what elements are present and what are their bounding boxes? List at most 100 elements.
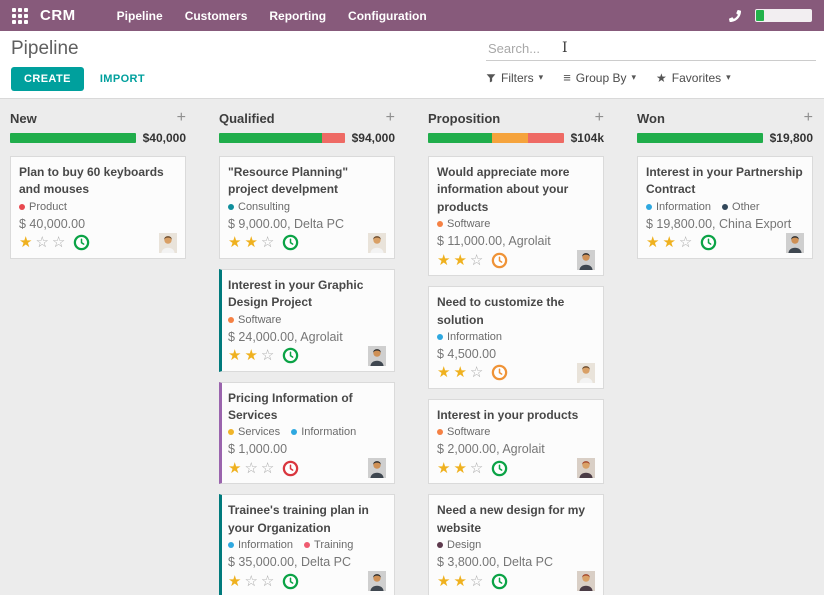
card-amount: $ 40,000.00 [19,216,86,231]
priority-star-icon[interactable]: ★ [453,251,467,269]
tag-label: Software [447,218,491,231]
group-by-menu[interactable]: ≡ Group By ▾ [563,70,637,85]
add-record-button[interactable]: + [594,109,604,126]
progress-segment[interactable] [491,133,529,143]
kanban-card[interactable]: Need to customize the solution Informatio… [428,286,604,389]
avatar[interactable] [368,345,386,366]
search-input[interactable] [486,36,816,61]
priority-star-icon[interactable]: ★ [228,234,242,252]
priority-star-icon[interactable]: ☆ [35,234,49,252]
kanban-card[interactable]: "Resource Planning" project develpment Co… [219,156,395,259]
card-title: "Resource Planning" project develpment [228,165,349,197]
nav-item-reporting[interactable]: Reporting [269,8,327,23]
add-record-button[interactable]: + [176,109,186,126]
priority-star-icon[interactable]: ☆ [260,234,275,252]
kanban-card[interactable]: Interest in your Partnership Contract Inf… [637,156,813,259]
progress-segment[interactable] [428,133,492,143]
priority-star-icon[interactable]: ★ [453,364,467,382]
column-header: Qualified + [219,108,395,128]
progress-segment[interactable] [637,133,763,143]
create-button[interactable]: CREATE [11,67,84,91]
filters-menu[interactable]: Filters ▾ [486,71,543,85]
progress-segment[interactable] [219,133,322,143]
priority-star-icon[interactable]: ★ [646,234,660,252]
add-record-button[interactable]: + [385,109,395,126]
kanban-card[interactable]: Would appreciate more information about … [428,156,604,277]
priority-star-icon[interactable]: ★ [244,234,258,252]
priority-star-icon[interactable]: ★ [437,364,451,382]
priority-star-icon[interactable]: ☆ [244,572,258,590]
priority-star-icon[interactable]: ★ [437,572,451,590]
avatar[interactable] [577,458,595,479]
activity-clock-icon[interactable] [282,347,299,364]
nav-item-customers[interactable]: Customers [184,8,248,23]
activity-clock-icon[interactable] [282,573,299,590]
avatar[interactable] [368,458,386,479]
nav-item-pipeline[interactable]: Pipeline [116,8,163,23]
activity-clock-icon[interactable] [491,460,508,477]
import-button[interactable]: IMPORT [99,73,145,85]
chevron-down-icon: ▾ [631,72,637,82]
progress-segment[interactable] [528,133,564,143]
kanban-card[interactable]: Interest in your Graphic Design Project S… [219,268,395,372]
priority-star-icon[interactable]: ★ [19,234,33,252]
kanban-column-qualified: Qualified + $94,000 "Resource Planning" pro… [219,108,395,595]
priority-star-icon[interactable]: ★ [228,572,242,590]
activity-clock-icon[interactable] [491,364,508,381]
card-tags: Product [19,201,177,213]
priority-star-icon[interactable]: ☆ [260,572,275,590]
tag: Design [437,539,481,551]
nav-item-configuration[interactable]: Configuration [348,8,427,23]
avatar[interactable] [368,232,386,253]
activity-clock-icon[interactable] [491,573,508,590]
tag-color-dot [646,203,652,210]
priority-star-icon[interactable]: ☆ [51,234,66,252]
priority-star-icon[interactable]: ★ [453,572,467,590]
kanban-card[interactable]: Interest in your products Software $ 2,000… [428,398,604,485]
phone-icon[interactable] [729,9,741,22]
priority-star-icon[interactable]: ★ [437,459,451,477]
avatar[interactable] [577,571,595,592]
card-tags: Software [437,426,595,438]
priority-star-icon[interactable]: ☆ [469,251,484,269]
favorites-menu[interactable]: ★ Favorites ▾ [656,70,731,85]
activity-clock-icon[interactable] [491,252,508,269]
activity-clock-icon[interactable] [700,234,717,251]
add-record-button[interactable]: + [803,109,813,126]
kanban-card[interactable]: Trainee's training plan in your Organiza… [219,494,395,595]
activity-clock-icon[interactable] [282,234,299,251]
kanban-card[interactable]: Pricing Information of Services Services I… [219,381,395,485]
priority-star-icon[interactable]: ★ [228,459,242,477]
priority-star-icon[interactable]: ☆ [260,459,275,477]
priority-star-icon[interactable]: ★ [437,251,451,269]
chevron-down-icon: ▾ [538,72,544,82]
priority-star-icon[interactable]: ☆ [678,234,693,252]
tag-label: Design [447,539,482,552]
priority-star-icon[interactable]: ☆ [469,572,484,590]
activity-clock-icon[interactable] [73,234,90,251]
priority-star-icon[interactable]: ★ [244,347,258,365]
tag: Software [228,314,281,326]
priority-star-icon[interactable]: ☆ [469,459,484,477]
priority-star-icon[interactable]: ☆ [469,364,484,382]
kanban-card[interactable]: Need a new design for my website Design $ … [428,494,604,595]
progress-segment[interactable] [321,133,345,143]
priority-star-icon[interactable]: ★ [453,459,467,477]
priority-star-icon[interactable]: ☆ [260,347,275,365]
priority-star-icon[interactable]: ★ [662,234,676,252]
avatar[interactable] [577,250,595,271]
priority-star-icon[interactable]: ★ [228,347,242,365]
kanban-card[interactable]: Plan to buy 60 keyboards and mouses Produ… [10,156,186,259]
avatar[interactable] [368,571,386,592]
avatar[interactable] [159,232,177,253]
priority-star-icon[interactable]: ☆ [244,459,258,477]
apps-grid-icon[interactable] [12,7,28,24]
activity-clock-icon[interactable] [282,460,299,477]
tag-label: Product [29,200,67,213]
avatar[interactable] [577,362,595,383]
user-menu[interactable] [755,9,812,22]
avatar[interactable] [786,232,804,253]
column-title: Won [637,110,665,126]
column-header: New + [10,108,186,128]
progress-segment[interactable] [10,133,136,143]
